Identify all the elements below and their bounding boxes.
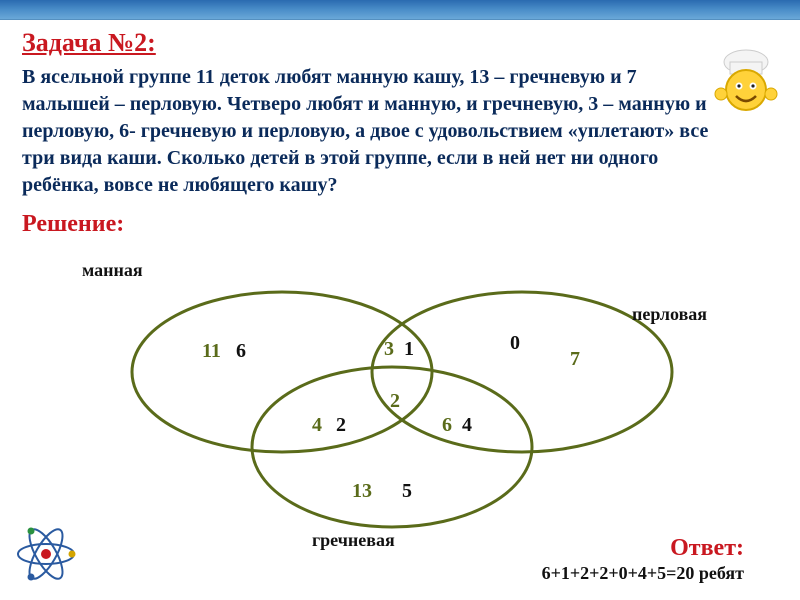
chef-icon — [710, 44, 782, 116]
venn-circle-manna — [132, 292, 432, 452]
val-center: 2 — [390, 390, 400, 413]
slide-content: Задача №2: В ясельной группе 11 деток лю… — [0, 20, 800, 562]
task-title: Задача №2: — [22, 28, 778, 58]
val-mg-only: 2 — [336, 414, 346, 437]
val-mp-only: 1 — [404, 338, 414, 361]
val-manna-total: 11 — [202, 340, 221, 363]
answer-label: Ответ: — [670, 535, 744, 562]
venn-diagram: манная перловая гречневая 11 6 0 7 3 1 2… — [22, 242, 782, 562]
val-grech-total: 13 — [352, 480, 372, 503]
label-perlova: перловая — [632, 304, 707, 325]
val-mp-total: 3 — [384, 338, 394, 361]
task-text: В ясельной группе 11 деток любят манную … — [22, 64, 722, 199]
solution-label: Решение: — [22, 211, 778, 238]
atom-icon — [14, 522, 78, 586]
answer-text: 6+1+2+2+0+4+5=20 ребят — [542, 563, 744, 584]
venn-svg — [22, 242, 782, 562]
header-ribbon — [0, 0, 800, 20]
venn-circle-perlova — [372, 292, 672, 452]
label-manna: манная — [82, 260, 143, 281]
val-grech-only: 5 — [402, 480, 412, 503]
val-mg-total: 4 — [312, 414, 322, 437]
val-gp-total: 6 — [442, 414, 452, 437]
val-perlova-only: 0 — [510, 332, 520, 355]
val-perlova-total: 7 — [570, 348, 580, 371]
val-gp-only: 4 — [462, 414, 472, 437]
label-grech: гречневая — [312, 530, 395, 551]
val-manna-only: 6 — [236, 340, 246, 363]
